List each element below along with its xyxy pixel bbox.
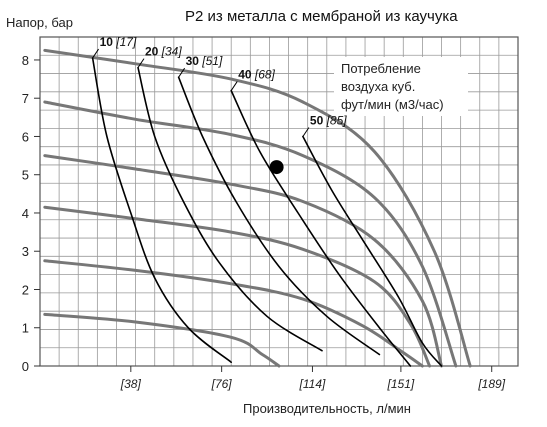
air-label-leader <box>137 58 145 68</box>
y-tick-label: 0 <box>22 359 29 374</box>
y-tick-label: 5 <box>22 168 29 183</box>
y-tick-label: 3 <box>22 244 29 259</box>
air-curve-20 <box>137 66 323 352</box>
air-curve-40 <box>230 89 412 367</box>
x-tick-label: [151] <box>387 377 415 391</box>
x-axis-label: Производительность, л/мин <box>243 401 411 416</box>
air-curve-label: 40 [68] <box>238 68 275 82</box>
pressure-curve-2 <box>43 100 458 368</box>
air-consumption-note: Потребление воздуха куб. фут/мин (м3/час… <box>334 57 468 116</box>
air-curve-30 <box>177 76 381 356</box>
pressure-curve-1 <box>43 48 472 368</box>
y-tick-label: 7 <box>22 91 29 106</box>
air-curve-50 <box>302 135 443 367</box>
axis-ticks: 0 1 2 3 4 5 6 7 8 [38] [76] [114] [151] [189] <box>22 53 506 391</box>
y-tick-label: 4 <box>22 206 29 221</box>
pressure-curve-3 <box>43 154 443 368</box>
note-line-3: фут/мин (м3/час) <box>341 97 444 112</box>
pressure-curve-4 <box>43 205 432 368</box>
air-label-leader <box>230 81 238 91</box>
air-curves <box>91 57 443 367</box>
x-tick-label: [114] <box>299 377 326 391</box>
air-curve-label: 30 [51] <box>186 54 223 68</box>
air-curve-10 <box>91 57 232 363</box>
air-curve-label: 10 [17] <box>100 35 137 49</box>
air-curve-label: 50 [85] <box>310 113 347 127</box>
pressure-curve-5 <box>43 259 424 368</box>
pressure-curves <box>43 48 472 368</box>
y-tick-label: 2 <box>22 282 29 297</box>
air-curve-label: 20 [34] <box>145 45 182 59</box>
air-curve-labels: 10 [17] 20 [34] 30 [51] 40 [68] 50 [85] <box>92 35 347 137</box>
note-line-2: воздуха куб. <box>341 79 415 94</box>
operating-point-marker <box>269 160 284 175</box>
chart-title: P2 из металла с мембраной из каучука <box>185 8 458 25</box>
note-line-1: Потребление <box>341 61 421 76</box>
y-tick-label: 8 <box>22 53 29 68</box>
x-tick-label: [76] <box>211 377 233 391</box>
air-label-leader <box>92 48 99 59</box>
y-axis-label: Напор, бар <box>6 15 73 30</box>
pressure-curve-6 <box>43 312 281 368</box>
y-tick-label: 6 <box>22 129 29 144</box>
note-background <box>334 57 468 116</box>
air-label-leader <box>302 127 310 137</box>
y-tick-label: 1 <box>22 321 29 336</box>
air-label-leader <box>178 67 186 78</box>
x-tick-label: [189] <box>477 377 505 391</box>
x-tick-label: [38] <box>120 377 142 391</box>
